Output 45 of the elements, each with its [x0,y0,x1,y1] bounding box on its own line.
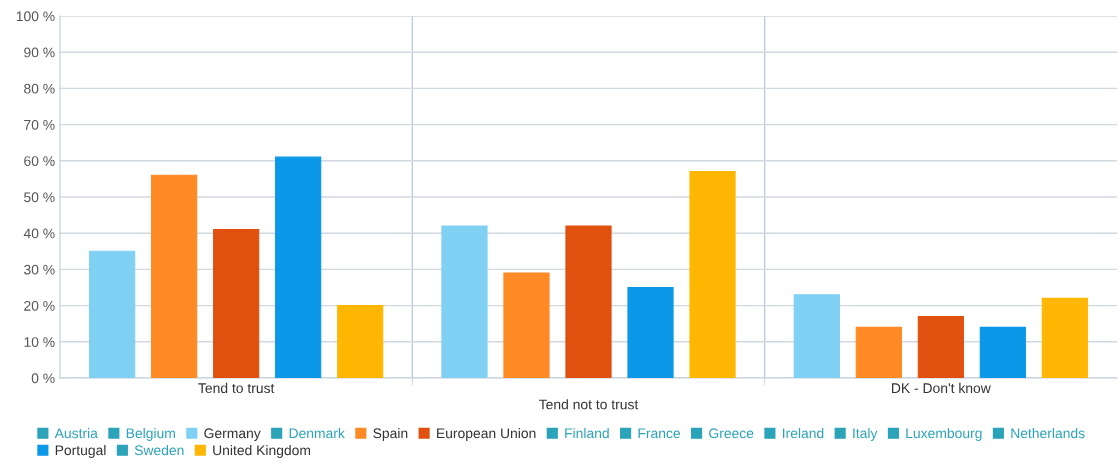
bar [917,315,964,378]
y-tick-label: 50 % [24,192,55,203]
bar [337,305,384,378]
y-tick-label: 90 % [24,47,55,58]
legend-label: Italy [853,428,878,441]
y-tick-label: 40 % [23,228,55,239]
y-tick-label: 60 % [24,156,55,166]
bar [793,294,840,378]
x-tick-label: DK - Don't know [892,382,991,394]
y-tick-label: 80 % [24,83,55,94]
bar [979,326,1026,378]
legend-label: Greece [709,428,754,439]
legend-label: Ireland [783,428,824,439]
bar [151,174,198,378]
bar [855,326,902,378]
x-tick-label: Tend not to trust [539,399,639,410]
legend-label: Netherlands [1011,428,1085,439]
legend-label: France [638,428,681,439]
legend-label: Finland [565,428,609,439]
bar [213,229,260,378]
legend-label: United Kingdom [213,445,311,458]
y-tick-label: 100 % [16,11,55,22]
legend-label: Portugal [55,445,106,458]
y-tick-label: 30 % [24,264,55,275]
y-tick-label: 20 % [24,300,55,311]
legend-label: Sweden [134,445,184,456]
bar [503,272,550,378]
x-tick-label: Tend to trust [198,382,275,394]
legend-label: European Union [437,428,536,441]
legend-label: Germany [204,428,261,441]
bar [565,225,612,378]
bar [689,171,736,378]
legend-label: Denmark [289,428,345,439]
legend-label: Luxembourg [906,428,982,441]
legend-label: Belgium [126,428,175,441]
bar [441,225,488,378]
y-tick-label: 70 % [24,119,55,130]
legend-label: Spain [373,428,408,441]
y-tick-label: 0 % [31,373,55,384]
legend-label: Austria [54,428,98,439]
bar [89,250,136,378]
y-tick-label: 10 % [24,337,55,347]
bar [275,156,322,378]
bar [1041,297,1088,378]
bar [627,286,674,378]
